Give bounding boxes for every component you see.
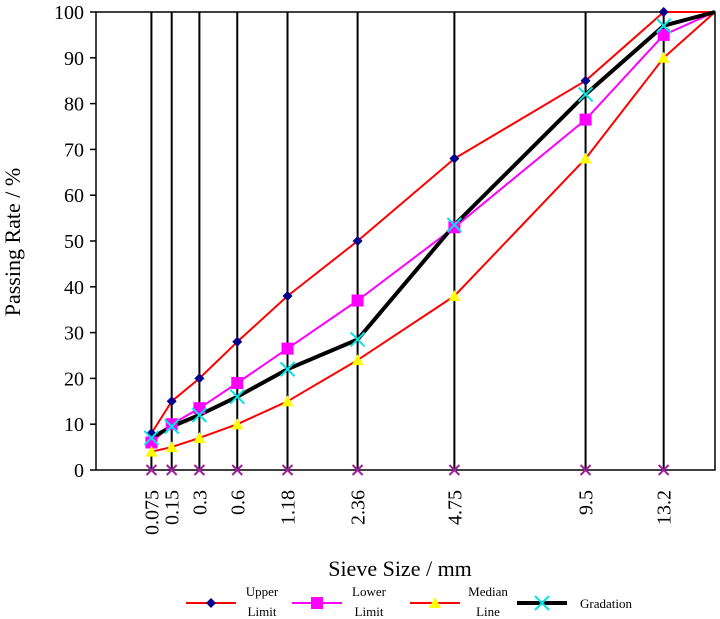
axes-layer bbox=[90, 11, 716, 471]
y-tick-label-40: 40 bbox=[64, 277, 84, 299]
x-tick-label-1.18: 1.18 bbox=[278, 490, 300, 525]
series-layer bbox=[143, 7, 716, 476]
axis-marker-0.6 bbox=[231, 464, 243, 476]
x-tick-label-13.2: 13.2 bbox=[654, 490, 676, 525]
point-median-line-0.15 bbox=[165, 441, 178, 453]
x-axis-label: Sieve Size / mm bbox=[328, 556, 472, 581]
legend-marker-upper-limit bbox=[206, 598, 216, 608]
point-gradation-4.75 bbox=[446, 217, 463, 233]
point-lower-limit-9.5 bbox=[579, 113, 592, 126]
legend-marker-lower-limit bbox=[311, 597, 323, 609]
legend-item-upper-limit: Upper Limit bbox=[186, 584, 279, 619]
point-gradation-0.075 bbox=[143, 430, 160, 446]
point-upper-limit-0.3 bbox=[194, 373, 205, 384]
legend: Upper Limit Lower Limit Median Line Gradation bbox=[186, 584, 632, 619]
legend-label-upper-limit-line2: Limit bbox=[248, 604, 277, 619]
axis-marker-2.36 bbox=[351, 464, 364, 476]
point-gradation-0.3 bbox=[191, 407, 208, 423]
y-tick-label-90: 90 bbox=[64, 48, 84, 70]
y-tick-label-30: 30 bbox=[64, 323, 84, 345]
legend-label-gradation: Gradation bbox=[580, 596, 632, 611]
legend-label-lower-limit-line2: Limit bbox=[355, 604, 384, 619]
point-lower-limit-2.36 bbox=[351, 294, 364, 307]
point-lower-limit-0.075 bbox=[145, 436, 158, 449]
point-gradation-1.18 bbox=[279, 361, 296, 377]
axis-marker-0.3 bbox=[193, 464, 206, 476]
point-upper-limit-2.36 bbox=[352, 236, 363, 246]
x-tick-label-2.36: 2.36 bbox=[348, 490, 370, 525]
series-line-median-line bbox=[151, 11, 716, 453]
point-upper-limit-4.75 bbox=[449, 153, 460, 164]
point-lower-limit-0.6 bbox=[231, 376, 244, 389]
legend-label-median-line-line1: Median bbox=[468, 584, 508, 599]
point-median-line-0.075 bbox=[145, 445, 158, 457]
point-gradation-0.6 bbox=[229, 389, 245, 405]
point-upper-limit-1.18 bbox=[282, 290, 293, 301]
point-upper-limit-9.5 bbox=[580, 75, 591, 86]
x-tick-label-0.075: 0.075 bbox=[141, 490, 163, 535]
legend-label-upper-limit-line1: Upper bbox=[246, 584, 279, 599]
x-tick-label-0.15: 0.15 bbox=[162, 490, 184, 525]
legend-label-lower-limit-line1: Lower bbox=[352, 584, 387, 599]
legend-item-lower-limit: Lower Limit bbox=[292, 584, 387, 619]
point-median-line-13.2 bbox=[657, 51, 670, 63]
legend-marker-gradation bbox=[534, 595, 550, 611]
series-line-lower-limit bbox=[150, 11, 716, 444]
x-tick-label-0.3: 0.3 bbox=[189, 490, 211, 515]
legend-item-gradation: Gradation bbox=[517, 595, 632, 611]
y-tick-label-100: 100 bbox=[54, 2, 84, 24]
point-median-line-0.6 bbox=[231, 418, 244, 430]
point-upper-limit-0.15 bbox=[166, 396, 177, 407]
y-tick-label-20: 20 bbox=[64, 368, 84, 390]
point-gradation-2.36 bbox=[349, 331, 366, 348]
y-axis-label: Passing Rate / % bbox=[0, 168, 25, 317]
legend-item-median-line: Median Line bbox=[410, 584, 508, 619]
y-tick-label-50: 50 bbox=[64, 231, 84, 253]
y-tick-label-80: 80 bbox=[64, 94, 84, 116]
axis-marker-1.18 bbox=[281, 464, 294, 476]
axis-marker-0.075 bbox=[145, 464, 158, 476]
series-line-gradation bbox=[150, 10, 716, 440]
legend-marker-median-line bbox=[429, 597, 441, 608]
point-median-line-0.3 bbox=[193, 431, 206, 443]
series-line-upper-limit bbox=[150, 11, 715, 434]
point-gradation-9.5 bbox=[577, 86, 594, 103]
point-lower-limit-0.15 bbox=[165, 418, 178, 431]
point-lower-limit-0.3 bbox=[193, 402, 206, 415]
point-median-line-4.75 bbox=[448, 289, 461, 301]
y-tick-label-60: 60 bbox=[64, 185, 84, 207]
point-upper-limit-13.2 bbox=[658, 7, 669, 17]
y-tick-label-10: 10 bbox=[64, 414, 84, 436]
point-gradation-13.2 bbox=[655, 18, 672, 34]
point-median-line-9.5 bbox=[579, 152, 592, 164]
legend-label-median-line-line2: Line bbox=[476, 604, 500, 619]
point-median-line-1.18 bbox=[281, 395, 294, 407]
axis-marker-0.15 bbox=[165, 464, 178, 476]
point-upper-limit-0.6 bbox=[232, 336, 243, 347]
x-tick-label-9.5: 9.5 bbox=[576, 490, 598, 515]
x-tick-label-0.6: 0.6 bbox=[227, 490, 249, 515]
axis-marker-13.2 bbox=[657, 464, 670, 476]
point-gradation-0.15 bbox=[163, 418, 180, 435]
y-tick-label-0: 0 bbox=[74, 460, 84, 482]
y-tick-label-70: 70 bbox=[64, 139, 84, 161]
point-lower-limit-1.18 bbox=[281, 342, 294, 355]
x-tick-label-4.75: 4.75 bbox=[444, 490, 466, 525]
axis-marker-4.75 bbox=[448, 464, 461, 476]
axis-marker-9.5 bbox=[579, 464, 592, 476]
point-lower-limit-4.75 bbox=[448, 221, 461, 234]
point-lower-limit-13.2 bbox=[657, 28, 670, 41]
point-median-line-2.36 bbox=[351, 354, 364, 366]
